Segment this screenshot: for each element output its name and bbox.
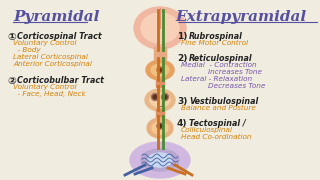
Ellipse shape xyxy=(151,64,169,76)
Circle shape xyxy=(158,125,162,127)
Text: Lateral Corticospinal: Lateral Corticospinal xyxy=(13,54,88,60)
Text: Pyramidal: Pyramidal xyxy=(13,10,100,24)
Ellipse shape xyxy=(134,7,186,49)
Text: Balance and Posture: Balance and Posture xyxy=(181,105,256,111)
Text: Decreases Tone: Decreases Tone xyxy=(181,83,265,89)
Circle shape xyxy=(153,95,157,99)
Text: Anterior Corticospinal: Anterior Corticospinal xyxy=(13,61,92,67)
Text: Extrapyramidal: Extrapyramidal xyxy=(175,10,306,24)
Circle shape xyxy=(157,67,163,73)
Text: - Face, Head, Neck: - Face, Head, Neck xyxy=(13,91,86,97)
Ellipse shape xyxy=(148,153,172,167)
Text: Medial  - Contraction: Medial - Contraction xyxy=(181,62,257,68)
Ellipse shape xyxy=(141,149,179,171)
Text: Fine Motor Control: Fine Motor Control xyxy=(181,40,248,46)
Text: Corticospinal Tract: Corticospinal Tract xyxy=(17,32,102,41)
Text: ①: ① xyxy=(7,32,16,42)
Text: Lateral - Relaxation: Lateral - Relaxation xyxy=(181,76,252,82)
Text: Voluntary Control: Voluntary Control xyxy=(13,40,76,46)
Bar xyxy=(154,47,166,59)
Circle shape xyxy=(157,123,163,129)
Text: Increases Tone: Increases Tone xyxy=(181,69,262,75)
Bar xyxy=(156,79,164,87)
Circle shape xyxy=(162,93,169,100)
Circle shape xyxy=(158,69,162,71)
Text: Head Co-ordination: Head Co-ordination xyxy=(181,134,252,140)
Text: - Body: - Body xyxy=(13,47,41,53)
Text: Colliculospinal: Colliculospinal xyxy=(181,127,233,133)
Bar xyxy=(156,109,164,117)
Text: 4): 4) xyxy=(177,119,188,128)
Text: Voluntary Control: Voluntary Control xyxy=(13,84,76,90)
Ellipse shape xyxy=(145,89,175,111)
Text: ②: ② xyxy=(7,76,16,86)
Text: Reticulospinal: Reticulospinal xyxy=(189,54,252,63)
Ellipse shape xyxy=(146,60,174,80)
Text: 2): 2) xyxy=(177,54,188,63)
Ellipse shape xyxy=(150,93,170,107)
Text: 3): 3) xyxy=(177,97,188,106)
Text: Tectospinal /: Tectospinal / xyxy=(189,119,246,128)
Text: 1): 1) xyxy=(177,32,188,41)
Text: Corticobulbar Tract: Corticobulbar Tract xyxy=(17,76,104,85)
Ellipse shape xyxy=(130,142,190,178)
Ellipse shape xyxy=(141,13,179,43)
Ellipse shape xyxy=(152,122,168,134)
Ellipse shape xyxy=(147,118,173,138)
Circle shape xyxy=(151,93,158,100)
Text: Vestibulospinal: Vestibulospinal xyxy=(189,97,258,106)
Text: Rubrospinal: Rubrospinal xyxy=(189,32,243,41)
Circle shape xyxy=(163,95,167,99)
